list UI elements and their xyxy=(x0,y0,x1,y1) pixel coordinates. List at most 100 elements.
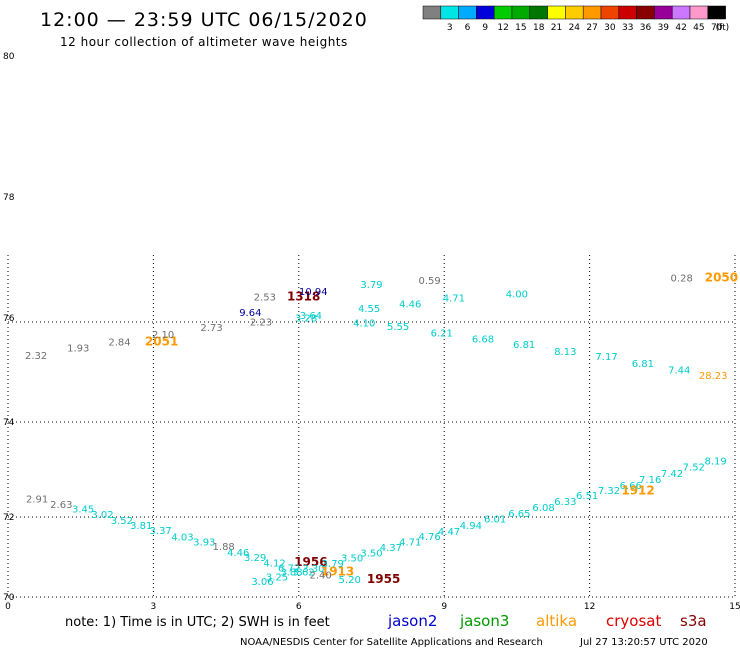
wave-height-label: 7.42 xyxy=(661,469,683,480)
legend-swatch xyxy=(458,5,477,20)
wave-height-label: 3.79 xyxy=(322,559,344,570)
wave-height-label: 6.68 xyxy=(472,334,494,345)
legend-swatch xyxy=(582,5,602,20)
satellite-jason2: jason2 xyxy=(387,612,437,630)
wave-height-label: 4.94 xyxy=(460,521,482,532)
wave-height-label: 6.01 xyxy=(484,515,506,526)
wave-height-label: 2.73 xyxy=(200,323,222,334)
legend-swatch xyxy=(511,5,531,20)
wave-height-label: 3.28 xyxy=(295,313,317,324)
y-tick-label: 74 xyxy=(3,418,15,428)
wave-height-label: 3.30 xyxy=(302,564,324,575)
wave-height-label: 3.37 xyxy=(150,526,172,537)
wave-height-label: 3.79 xyxy=(360,280,382,291)
wave-height-label: 0.59 xyxy=(419,276,441,287)
wave-height-label: 0.28 xyxy=(671,274,693,285)
y-tick-label: 76 xyxy=(3,314,15,324)
legend-tick-label: 39 xyxy=(658,23,670,33)
legend-swatch xyxy=(565,5,584,20)
legend-swatch xyxy=(689,5,709,20)
wave-height-label: 7.32 xyxy=(598,486,620,497)
plot-grid xyxy=(8,255,735,597)
legend-tick-label: 42 xyxy=(675,23,686,33)
footer-timestamp: Jul 27 13:20:57 UTC 2020 xyxy=(579,637,708,648)
wave-height-label: 8.13 xyxy=(554,347,576,358)
legend-swatch xyxy=(707,5,726,20)
time-stamp-label: 1956 xyxy=(294,555,327,569)
legend-tick-label: 18 xyxy=(533,23,545,33)
satellite-s3a: s3a xyxy=(680,612,707,630)
wave-height-label: 2.53 xyxy=(254,293,276,304)
wave-height-label: 6.66 xyxy=(620,481,642,492)
wave-height-label: 4.76 xyxy=(419,532,441,543)
wave-height-label: 6.81 xyxy=(513,340,535,351)
wave-height-label: 3.29 xyxy=(244,553,266,564)
wave-height-label: 3.25 xyxy=(266,572,288,583)
legend-tick-label: 15 xyxy=(515,23,526,33)
y-tick-label: 72 xyxy=(3,513,14,523)
wave-height-label: 6.72 xyxy=(278,564,300,575)
footer-note: note: 1) Time is in UTC; 2) SWH is in fe… xyxy=(65,615,330,630)
legend-tick-label: 27 xyxy=(586,23,597,33)
wave-height-label: 4.55 xyxy=(358,304,380,315)
wave-height-label: 7.44 xyxy=(668,366,690,377)
time-stamp-label: 2051 xyxy=(145,335,178,349)
wave-height-label: 7.16 xyxy=(639,475,661,486)
x-tick-label: 6 xyxy=(296,602,302,612)
wave-height-label: 9.64 xyxy=(239,308,261,319)
legend-tick-label: 33 xyxy=(622,23,633,33)
wave-height-label: 2.63 xyxy=(50,500,72,511)
satellite-jason3: jason3 xyxy=(459,612,509,630)
legend-swatch xyxy=(618,5,637,20)
x-tick-label: 9 xyxy=(441,602,447,612)
x-tick-label: 15 xyxy=(729,602,740,612)
wave-height-label: 4.46 xyxy=(227,548,249,559)
wave-height-label: 6.21 xyxy=(431,329,453,340)
wave-height-label: 6.65 xyxy=(508,509,530,520)
chart-title: 12:00 — 23:59 UTC 06/15/2020 xyxy=(40,9,368,31)
wave-height-label: 8.19 xyxy=(704,456,726,467)
wave-height-label: 2.40 xyxy=(309,571,331,582)
wave-height-label: 6.08 xyxy=(532,503,554,514)
wave-height-label: 2.10 xyxy=(152,330,174,341)
wave-height-label: 5.20 xyxy=(339,575,361,586)
wave-height-label: 3.50 xyxy=(360,549,382,560)
legend-swatch xyxy=(422,5,442,20)
y-tick-label: 78 xyxy=(3,193,15,203)
wave-height-label: 4.46 xyxy=(399,299,421,310)
legend-tick-label: 24 xyxy=(569,23,581,33)
wave-height-label: 4.47 xyxy=(438,527,460,538)
legend-unit: (ft) xyxy=(716,23,730,33)
wave-height-label: 6.81 xyxy=(632,359,654,370)
plot-axes: 0 3 6 9 12 15 70 72 74 76 78 80 xyxy=(3,52,740,612)
y-tick-label: 70 xyxy=(3,593,15,603)
wave-height-label: 3.81 xyxy=(130,521,152,532)
footer-credit: NOAA/NESDIS Center for Satellite Applica… xyxy=(240,637,543,648)
y-tick-label: 80 xyxy=(3,52,15,62)
wave-height-label: 4.10 xyxy=(353,319,375,330)
wave-height-label: 1.88 xyxy=(213,542,235,553)
time-stamp-label: 1318 xyxy=(287,290,320,304)
wave-height-label: 4.37 xyxy=(380,543,402,554)
wave-height-label: 3.50 xyxy=(341,554,363,565)
wave-height-label: 2.91 xyxy=(26,494,48,505)
wave-height-label: 4.03 xyxy=(171,533,193,544)
chart-subtitle: 12 hour collection of altimeter wave hei… xyxy=(60,35,348,49)
wave-height-label: 4.12 xyxy=(263,558,285,569)
legend-tick-label: 45 xyxy=(693,23,704,33)
satellite-altika: altika xyxy=(536,612,577,630)
legend-swatch xyxy=(636,5,655,20)
wave-height-label: 4.71 xyxy=(399,537,421,548)
wave-height-label: 1.93 xyxy=(67,344,89,355)
satellite-legend: jason2 jason3 altika cryosat s3a xyxy=(387,612,707,630)
legend-swatch xyxy=(476,5,495,20)
legend-swatch xyxy=(671,5,691,20)
wave-height-label: 5.55 xyxy=(387,322,409,333)
wave-height-label: 3.93 xyxy=(193,537,215,548)
legend-tick-label: 36 xyxy=(640,23,652,33)
legend-tick-label: 6 xyxy=(465,23,471,33)
color-scale-legend: 3 6 9 12 15 18 21 24 27 30 33 36 39 42 45 70(ft) xyxy=(422,5,730,33)
wave-height-label: 3.62 xyxy=(293,568,315,579)
wave-height-label: 7.52 xyxy=(683,463,705,474)
